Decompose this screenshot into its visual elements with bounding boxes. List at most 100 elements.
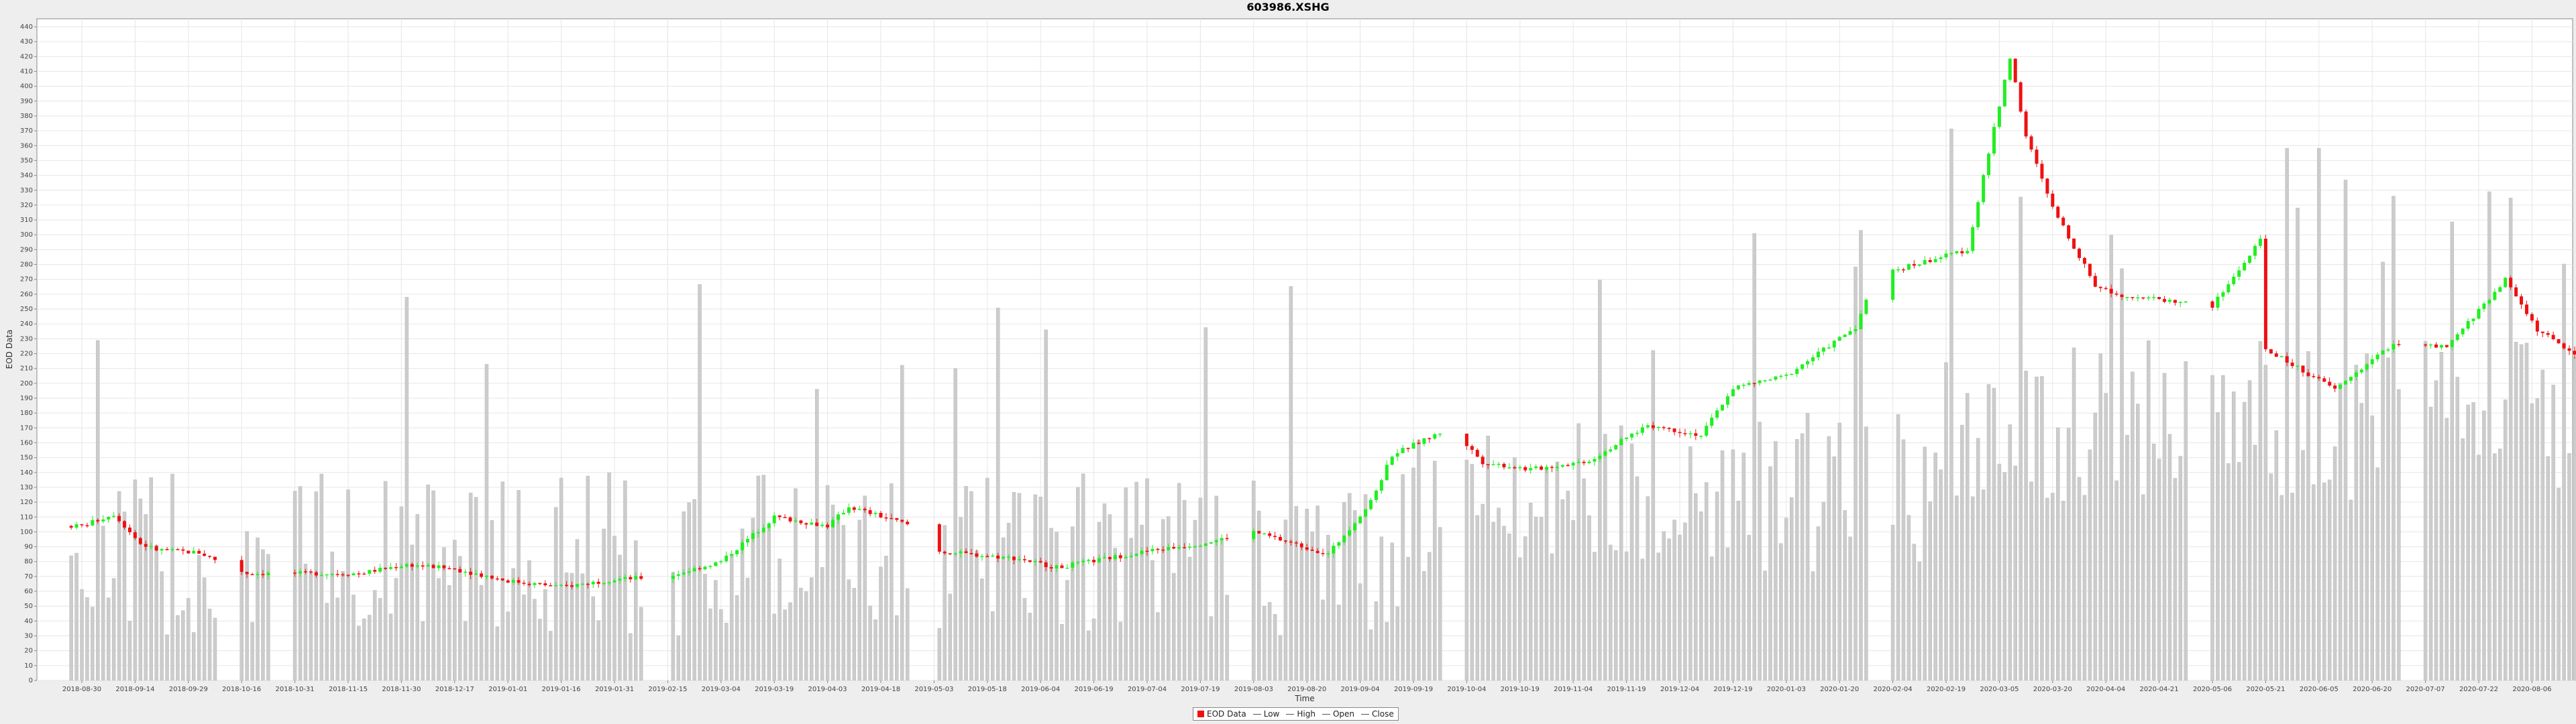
volume-bar xyxy=(447,585,451,681)
candle-body xyxy=(586,583,590,585)
candle-body xyxy=(1598,455,1602,459)
candle-body xyxy=(1305,547,1309,550)
candle-body xyxy=(1087,560,1091,561)
volume-bar xyxy=(2082,495,2087,681)
y-tick-label: 10 xyxy=(24,662,33,670)
y-tick-label: 0 xyxy=(29,677,33,684)
volume-bar xyxy=(2285,147,2289,681)
legend-item-eod: EOD Data xyxy=(1197,709,1246,719)
y-tick-label: 420 xyxy=(20,53,33,60)
volume-bar xyxy=(985,477,989,681)
candle-body xyxy=(1337,542,1341,546)
candle-body xyxy=(1097,558,1102,562)
candle-body xyxy=(1071,562,1075,568)
y-axis-label: EOD Data xyxy=(5,330,14,369)
candle-body xyxy=(2445,345,2449,347)
candle-body xyxy=(2504,278,2508,288)
volume-bar xyxy=(1832,456,1837,681)
candle-body xyxy=(239,560,244,572)
volume-bar xyxy=(2354,365,2359,681)
candle-body xyxy=(2263,239,2267,349)
candle-body xyxy=(2274,353,2278,357)
x-tick-label: 2018-10-31 xyxy=(276,686,315,693)
candle-body xyxy=(2093,276,2097,287)
volume-bar xyxy=(1944,362,1948,681)
volume-bar xyxy=(1609,544,1613,681)
volume-bar xyxy=(1161,519,1165,681)
volume-bar xyxy=(2487,191,2491,681)
volume-bar xyxy=(820,567,824,681)
x-tick-label: 2018-11-30 xyxy=(382,686,421,693)
volume-bar xyxy=(2120,268,2124,681)
candle-body xyxy=(1177,547,1181,549)
candle-body xyxy=(1688,433,1693,434)
candle-body xyxy=(1848,331,1852,335)
x-tick-label: 2019-09-19 xyxy=(1394,686,1433,693)
volume-bar xyxy=(1198,497,1203,681)
candle-body xyxy=(1992,127,1996,154)
candle-body xyxy=(2013,58,2017,82)
volume-bar xyxy=(2173,478,2178,681)
candle-body xyxy=(1811,357,1815,361)
volume-bar xyxy=(2136,404,2140,681)
candle-body xyxy=(2370,359,2374,365)
volume-bar xyxy=(2024,370,2028,681)
candle-body xyxy=(1939,257,1943,259)
candle-body xyxy=(1795,369,1799,374)
candle-body xyxy=(2045,178,2049,194)
volume-bar xyxy=(239,562,244,681)
volume-bar xyxy=(394,578,398,681)
volume-bar xyxy=(1150,560,1155,681)
candle-body xyxy=(1678,432,1682,434)
volume-bar xyxy=(1593,552,1597,681)
candle-body xyxy=(149,546,153,548)
y-tick-label: 80 xyxy=(24,558,33,566)
candle-body xyxy=(692,568,696,572)
candle-body xyxy=(2040,164,2044,179)
candle-body xyxy=(352,573,356,576)
candle-body xyxy=(890,518,894,520)
candle-body xyxy=(1779,375,1783,377)
candle-body xyxy=(1971,227,1975,251)
candle-body xyxy=(714,562,718,566)
volume-bar xyxy=(810,577,814,681)
x-tick-label: 2019-08-20 xyxy=(1287,686,1326,693)
volume-bar xyxy=(2093,412,2098,681)
volume-bar xyxy=(740,528,745,681)
volume-bar xyxy=(2114,480,2118,681)
candle-body xyxy=(2535,320,2539,332)
candle-body xyxy=(1801,364,1805,369)
candle-body xyxy=(2392,344,2396,350)
volume-bar xyxy=(2482,410,2486,681)
x-tick-label: 2019-04-18 xyxy=(861,686,900,693)
volume-bar xyxy=(2567,453,2571,681)
candle-body xyxy=(1108,556,1112,560)
volume-bar xyxy=(2019,196,2023,681)
legend-label-low: Low xyxy=(1263,709,1280,719)
candle-body xyxy=(1518,467,1522,469)
volume-bar xyxy=(857,520,861,681)
candle-body xyxy=(2296,365,2300,367)
volume-bar xyxy=(362,618,366,681)
volume-bar xyxy=(2216,412,2220,681)
candle-body xyxy=(2487,300,2491,304)
candle-body xyxy=(490,575,494,579)
candle-body xyxy=(2530,314,2534,321)
x-tick-label: 2019-02-15 xyxy=(648,686,687,693)
candle-body xyxy=(2482,303,2486,309)
volume-bar xyxy=(2066,428,2071,681)
y-tick-label: 140 xyxy=(20,469,33,477)
volume-bar xyxy=(1763,570,1767,681)
candle-body xyxy=(969,552,973,554)
y-tick-label: 360 xyxy=(20,142,33,149)
candle-body xyxy=(2439,345,2443,348)
candle-body xyxy=(996,555,1000,559)
candle-body xyxy=(1368,499,1373,509)
volume-bar xyxy=(682,511,686,681)
volume-bar xyxy=(2184,361,2188,681)
candle-body xyxy=(144,544,148,547)
candle-body xyxy=(2450,340,2454,347)
candle-body xyxy=(1907,263,1911,270)
x-tick-label: 2020-05-06 xyxy=(2193,686,2232,693)
y-tick-label: 220 xyxy=(20,351,33,358)
